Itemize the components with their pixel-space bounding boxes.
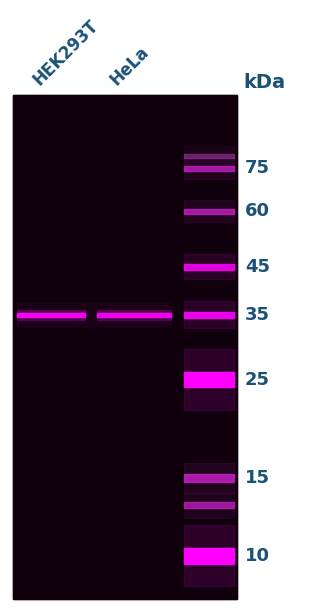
Text: 35: 35 — [245, 306, 270, 324]
Text: kDa: kDa — [243, 73, 285, 92]
Bar — [184, 254, 234, 279]
Text: 25: 25 — [245, 371, 270, 389]
Bar — [184, 153, 234, 158]
Bar — [184, 463, 234, 492]
Bar — [184, 548, 234, 563]
Bar — [184, 525, 234, 587]
Text: 60: 60 — [245, 202, 270, 221]
Bar — [184, 166, 234, 171]
Bar — [184, 372, 234, 387]
Bar — [13, 95, 237, 599]
Bar — [97, 313, 171, 317]
Bar — [184, 301, 234, 328]
Bar — [184, 312, 234, 318]
Bar — [97, 310, 171, 320]
Text: HeLa: HeLa — [107, 43, 153, 89]
Bar — [184, 158, 234, 180]
Bar — [184, 146, 234, 166]
Bar — [17, 310, 85, 320]
Bar — [184, 200, 234, 222]
Bar — [184, 208, 234, 214]
Text: HEK293T: HEK293T — [30, 16, 102, 89]
Text: 10: 10 — [245, 547, 270, 565]
Bar — [184, 474, 234, 481]
Bar — [17, 302, 171, 327]
Bar — [184, 263, 234, 269]
Bar — [184, 502, 234, 508]
Text: 15: 15 — [245, 469, 270, 487]
Text: 45: 45 — [245, 258, 270, 276]
Text: 75: 75 — [245, 159, 270, 177]
Bar — [13, 95, 237, 599]
Bar — [17, 313, 85, 317]
Bar — [184, 493, 234, 518]
Bar — [184, 349, 234, 410]
